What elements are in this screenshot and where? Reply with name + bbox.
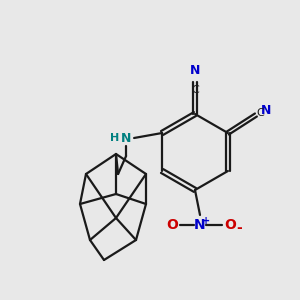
Text: N: N [190, 64, 200, 77]
Text: +: + [202, 216, 210, 226]
Text: N: N [261, 103, 271, 116]
Text: C: C [191, 85, 199, 95]
Text: -: - [236, 221, 242, 235]
Text: N: N [121, 131, 131, 145]
Text: O: O [224, 218, 236, 232]
Text: N: N [194, 218, 206, 232]
Text: O: O [166, 218, 178, 232]
Text: H: H [110, 133, 120, 143]
Text: C: C [256, 108, 264, 118]
